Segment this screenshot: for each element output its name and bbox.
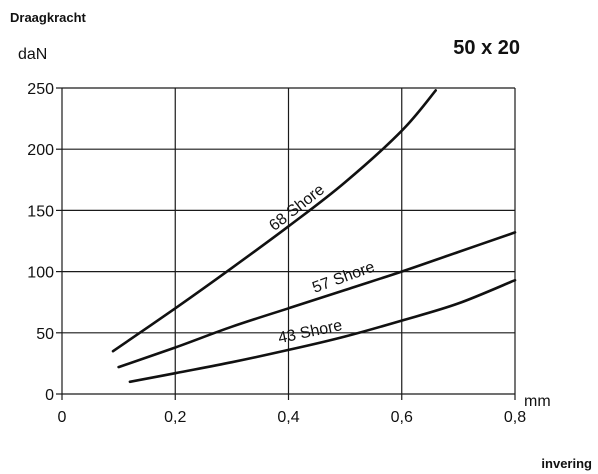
- ticks: 0 50 100 150 200 250 0 0,2 0,4 0,6 0,8: [27, 81, 526, 426]
- y-tick-label: 250: [27, 81, 54, 98]
- x-tick-label: 0,8: [504, 409, 526, 426]
- chart-top-label: Draagkracht: [10, 10, 87, 25]
- x-tick-label: 0,4: [277, 409, 299, 426]
- series-label-0: 68 Shore: [266, 181, 328, 234]
- series-label-2: 43 Shore: [277, 317, 344, 347]
- y-tick-label: 0: [45, 387, 54, 404]
- series-line-0: [111, 89, 437, 353]
- series-line-2: [128, 278, 517, 384]
- series-line-1: [117, 231, 517, 369]
- x-tick-label: 0: [58, 409, 67, 426]
- series-group: [111, 89, 517, 384]
- y-tick-label: 50: [36, 326, 54, 343]
- y-axis-label: daN: [18, 46, 47, 63]
- chart-bottom-label: invering: [541, 456, 592, 471]
- grid: [61, 87, 516, 395]
- y-tick-label: 200: [27, 142, 54, 159]
- x-tick-label: 0,2: [164, 409, 186, 426]
- y-tick-label: 100: [27, 265, 54, 282]
- x-tick-label: 0,6: [391, 409, 413, 426]
- y-tick-label: 150: [27, 203, 54, 220]
- chart-title: 50 x 20: [453, 37, 520, 59]
- x-axis-label: mm: [524, 393, 551, 410]
